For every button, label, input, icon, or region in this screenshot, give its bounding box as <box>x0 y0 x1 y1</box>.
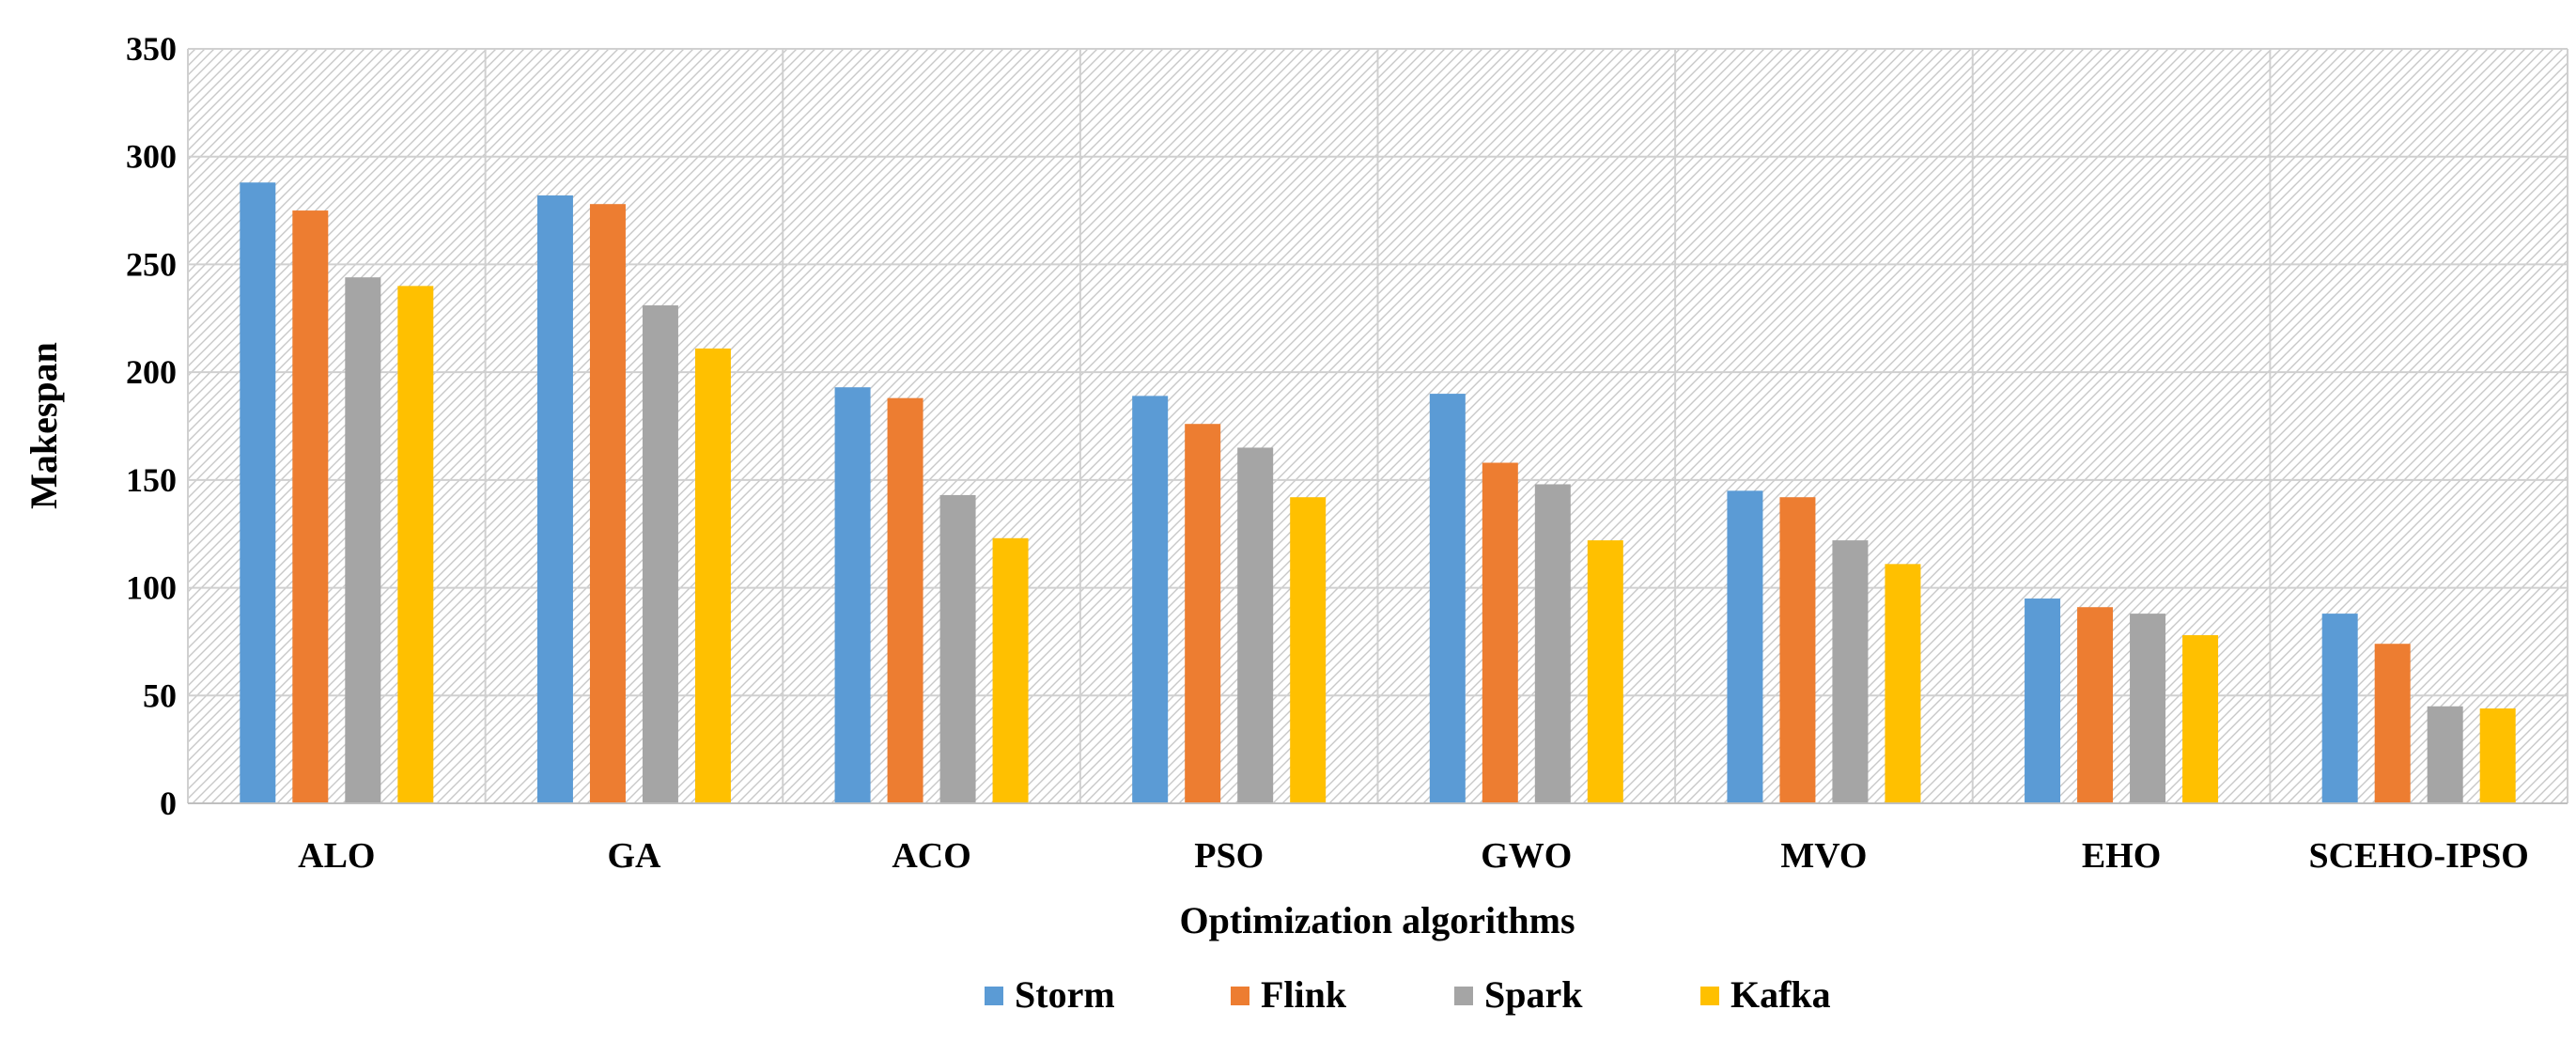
bar-kafka-gwo <box>1587 540 1623 803</box>
bar-spark-alo <box>345 277 381 803</box>
bar-flink-eho <box>2077 607 2114 803</box>
gridlines <box>187 48 2568 803</box>
x-category-label: ACO <box>892 836 970 876</box>
bar-flink-alo <box>292 210 329 804</box>
y-tick-label: 100 <box>126 569 177 607</box>
y-tick-label: 150 <box>126 461 177 499</box>
legend-label-spark: Spark <box>1484 973 1583 1016</box>
bar-spark-eho <box>2130 614 2166 803</box>
bar-spark-aco <box>939 494 976 803</box>
bar-storm-gwo <box>1429 394 1466 803</box>
bar-kafka-alo <box>397 286 434 803</box>
bar-kafka-mvo <box>1885 564 1921 803</box>
legend-swatch-kafka <box>1700 987 1719 1005</box>
legend-label-flink: Flink <box>1261 973 1347 1016</box>
x-category-label: SCEHO-IPSO <box>2308 836 2528 876</box>
bar-storm-alo <box>240 182 276 803</box>
bar-storm-aco <box>834 387 871 803</box>
bar-flink-sceho-ipso <box>2374 644 2411 803</box>
x-category-label: GWO <box>1481 836 1572 876</box>
bar-flink-mvo <box>1779 497 1816 803</box>
bar-kafka-sceho-ipso <box>2479 708 2516 803</box>
bar-storm-ga <box>536 195 573 804</box>
x-category-label: EHO <box>2082 836 2161 876</box>
bar-flink-ga <box>589 204 626 803</box>
bar-flink-pso <box>1185 424 1221 803</box>
bar-storm-sceho-ipso <box>2321 614 2358 803</box>
bar-spark-pso <box>1237 447 1274 803</box>
bar-spark-gwo <box>1534 484 1571 803</box>
legend: Storm Flink Spark Kafka <box>985 973 1831 1016</box>
x-category-label: PSO <box>1194 836 1264 876</box>
legend-swatch-flink <box>1231 987 1249 1005</box>
bar-kafka-eho <box>2182 635 2219 803</box>
y-tick-labels: 0 50 100 150 200 250 300 350 <box>126 30 177 822</box>
bar-storm-pso <box>1132 396 1169 803</box>
bar-kafka-pso <box>1290 497 1327 803</box>
y-axis-title: Makespan <box>23 342 65 509</box>
bar-storm-mvo <box>1727 490 1763 803</box>
category-labels: ALO GA ACO PSO GWO MVO EHO SCEHO-IPSO <box>298 836 2529 876</box>
y-tick-label: 350 <box>126 30 177 68</box>
bar-kafka-ga <box>694 348 731 803</box>
y-tick-label: 0 <box>160 785 177 822</box>
legend-swatch-storm <box>985 987 1003 1005</box>
x-category-label: MVO <box>1780 836 1867 876</box>
bar-spark-mvo <box>1832 540 1869 803</box>
x-axis-title: Optimization algorithms <box>1179 899 1575 941</box>
legend-label-kafka: Kafka <box>1730 973 1831 1016</box>
y-tick-label: 50 <box>143 676 177 714</box>
bar-flink-aco <box>887 397 923 803</box>
x-category-label: GA <box>607 836 661 876</box>
y-tick-label: 300 <box>126 138 177 176</box>
y-tick-label: 250 <box>126 245 177 283</box>
bar-kafka-aco <box>992 537 1029 803</box>
legend-swatch-spark <box>1454 987 1473 1005</box>
bar-spark-ga <box>642 305 678 803</box>
bar-flink-gwo <box>1482 462 1518 803</box>
legend-label-storm: Storm <box>1015 973 1115 1016</box>
bars <box>240 182 2516 804</box>
bar-storm-eho <box>2025 598 2061 803</box>
x-category-label: ALO <box>298 836 375 876</box>
bar-spark-sceho-ipso <box>2427 706 2463 803</box>
y-tick-label: 200 <box>126 353 177 391</box>
